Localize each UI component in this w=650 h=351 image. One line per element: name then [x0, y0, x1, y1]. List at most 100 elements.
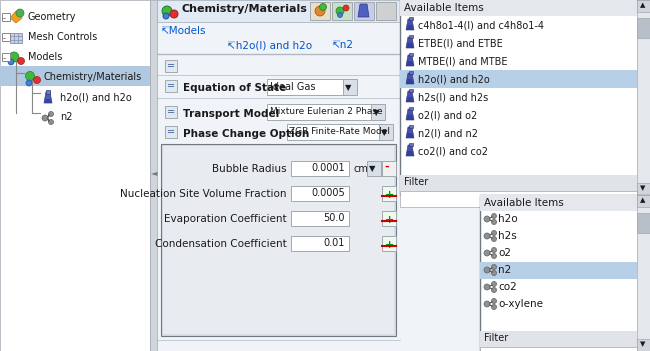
Text: co2: co2 [498, 282, 517, 292]
Bar [382, 161, 396, 176]
Circle shape [491, 231, 497, 236]
Text: ▲: ▲ [640, 197, 645, 203]
Bar [637, 18, 650, 38]
Circle shape [491, 287, 497, 292]
Text: n2: n2 [60, 112, 73, 122]
Text: Ideal Gas: Ideal Gas [270, 82, 315, 92]
Text: -: - [384, 162, 389, 172]
Text: Chemistry/Materials: Chemistry/Materials [181, 4, 307, 14]
Polygon shape [406, 151, 414, 156]
Bar [376, 2, 396, 20]
Bar [2, 53, 10, 61]
Bar [400, 0, 650, 195]
Circle shape [491, 247, 497, 252]
Text: ▼: ▼ [640, 185, 645, 191]
Circle shape [49, 119, 53, 125]
Bar [409, 17, 413, 20]
Text: n2: n2 [498, 265, 512, 275]
Circle shape [484, 250, 490, 256]
Circle shape [34, 77, 40, 84]
Circle shape [18, 58, 25, 65]
Bar [163, 146, 394, 334]
Text: o2(l) and o2: o2(l) and o2 [418, 110, 477, 120]
Text: h2o: h2o [498, 214, 517, 224]
Circle shape [162, 6, 172, 16]
Polygon shape [406, 55, 414, 66]
Text: Evaporation Coefficient: Evaporation Coefficient [164, 214, 287, 224]
Text: Geometry: Geometry [28, 12, 77, 22]
Circle shape [26, 80, 32, 86]
Polygon shape [406, 97, 414, 102]
Text: Equation of State: Equation of State [183, 83, 286, 93]
Bar [310, 2, 330, 20]
Text: 0.0001: 0.0001 [311, 163, 345, 173]
Polygon shape [406, 19, 414, 30]
Bar [267, 104, 375, 120]
Circle shape [25, 72, 34, 80]
Text: +: + [384, 190, 394, 200]
Circle shape [170, 10, 178, 18]
Bar [409, 143, 413, 146]
Bar [480, 195, 650, 351]
Text: =: = [167, 127, 175, 137]
Text: cm: cm [353, 164, 368, 174]
Bar [2, 13, 10, 21]
Bar [291, 161, 349, 176]
Bar [400, 191, 637, 207]
Text: Filter: Filter [404, 177, 428, 187]
Polygon shape [406, 115, 414, 120]
Text: co2(l) and co2: co2(l) and co2 [418, 146, 488, 156]
Bar [409, 125, 413, 128]
Bar [637, 183, 650, 195]
Circle shape [484, 267, 490, 273]
Bar [343, 79, 357, 95]
Text: -: - [3, 54, 6, 63]
Bar [382, 186, 396, 201]
Text: c4h8o1-4(l) and c4h8o1-4: c4h8o1-4(l) and c4h8o1-4 [418, 20, 544, 30]
Bar [157, 0, 400, 22]
Bar [371, 104, 385, 120]
Circle shape [8, 59, 14, 65]
Circle shape [163, 13, 169, 19]
Circle shape [491, 237, 497, 241]
Bar [480, 195, 637, 211]
Bar [46, 90, 50, 94]
Polygon shape [10, 11, 22, 23]
Text: ◄: ◄ [151, 168, 157, 177]
Text: Available Items: Available Items [484, 198, 564, 208]
Circle shape [484, 301, 490, 307]
Text: ▼: ▼ [640, 341, 645, 347]
Bar [291, 186, 349, 201]
Circle shape [484, 216, 490, 222]
Bar [409, 35, 413, 38]
Bar [165, 126, 177, 138]
Circle shape [491, 265, 497, 270]
Polygon shape [358, 4, 369, 17]
Bar [0, 66, 150, 86]
Circle shape [484, 284, 490, 290]
Text: ▼: ▼ [345, 83, 352, 92]
Bar [332, 2, 352, 20]
Bar [637, 213, 650, 233]
Bar [165, 80, 177, 92]
Bar [400, 70, 637, 88]
Bar [161, 144, 396, 336]
Bar [637, 195, 650, 207]
Circle shape [491, 271, 497, 276]
Polygon shape [406, 43, 414, 48]
Circle shape [491, 305, 497, 310]
Text: -: - [3, 14, 6, 23]
Circle shape [336, 7, 344, 15]
Bar [480, 262, 637, 279]
Bar [10, 33, 22, 43]
Text: h2s: h2s [498, 231, 517, 241]
Circle shape [491, 213, 497, 219]
Text: Filter: Filter [484, 333, 508, 343]
Bar [637, 195, 650, 351]
Polygon shape [406, 145, 414, 156]
Polygon shape [406, 37, 414, 48]
Polygon shape [44, 92, 52, 103]
Bar [409, 71, 413, 74]
Bar [637, 0, 650, 195]
Text: Phase Change Option: Phase Change Option [183, 129, 309, 139]
